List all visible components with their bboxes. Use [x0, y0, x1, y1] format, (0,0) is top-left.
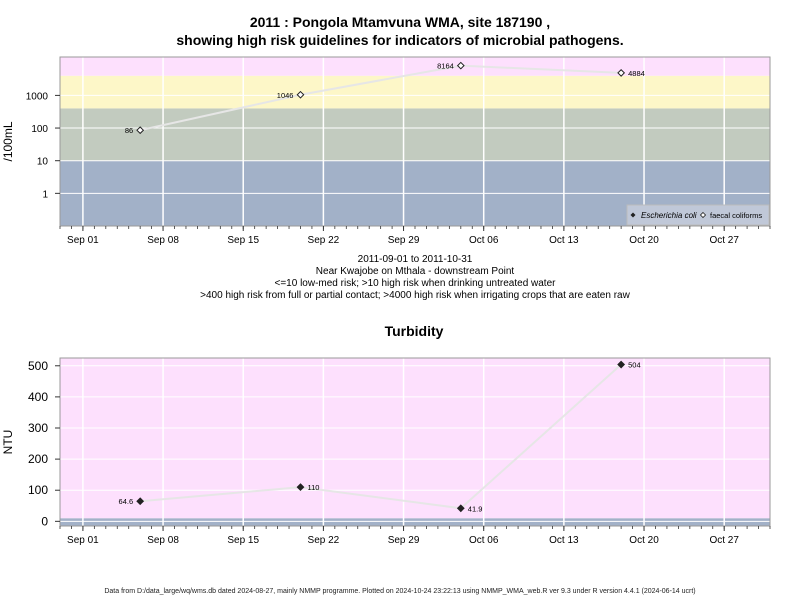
- data-point-4: [617, 69, 626, 77]
- x-tick-label-8: Oct 20: [629, 535, 659, 546]
- y-tick-label-3: 100: [31, 124, 48, 135]
- data-point-4: [617, 360, 626, 369]
- site-location-text: Near Kwajobe on Mthala - downstream Poin…: [315, 266, 515, 277]
- x-tick-label-6: Oct 06: [469, 535, 499, 546]
- y-tick-label-4: 300: [28, 421, 48, 435]
- legend-marker-faecal: [699, 211, 707, 219]
- data-point-2: [296, 483, 305, 492]
- series-line: [139, 64, 622, 132]
- data-label-3: 41.9: [468, 504, 483, 513]
- turbidity-title: Turbidity: [385, 323, 444, 339]
- background-band-1: [60, 518, 770, 526]
- x-tick-label-6: Oct 06: [469, 235, 499, 246]
- x-tick-label-1: Sep 01: [67, 535, 99, 546]
- x-tick-label-5: Sep 29: [388, 235, 420, 246]
- y-tick-label-5: 400: [28, 390, 48, 404]
- x-tick-label-2: Sep 08: [147, 535, 179, 546]
- legend-label-ecoli: Escherichia coli: [641, 211, 697, 220]
- x-tick-label-9: Oct 27: [709, 235, 739, 246]
- x-tick-label-2: Sep 08: [147, 235, 179, 246]
- microbial-chart: Sep 01 Sep 08 Sep 15 Sep 22 Sep 29 Oct 06 Oct …: [1, 56, 771, 246]
- x-tick-label-3: Sep 15: [227, 235, 259, 246]
- footer-note: Data from D:/data_large/wq/wms.db dated …: [104, 588, 696, 595]
- series-line: [140, 363, 622, 510]
- data-point-1: [136, 497, 145, 506]
- x-tick-label-7: Oct 13: [549, 535, 579, 546]
- data-label-2: 110: [307, 483, 319, 492]
- data-label-2: 1046: [277, 91, 294, 100]
- data-label-1: 86: [125, 126, 133, 135]
- data-label-1: 64.6: [119, 497, 134, 506]
- y-tick-label-6: 500: [28, 359, 48, 373]
- risk-note-contact: >400 high risk from full or partial cont…: [200, 290, 630, 301]
- data-label-4: 504: [628, 361, 641, 370]
- data-label-3: 8164: [437, 62, 454, 71]
- legend-box: [626, 204, 770, 226]
- background-band-2: [60, 358, 770, 519]
- data-point-3: [456, 504, 465, 513]
- x-tick-label-4: Sep 22: [308, 535, 340, 546]
- data-label-4: 4884: [628, 69, 645, 78]
- date-range-text: 2011-09-01 to 2011-10-31: [357, 254, 473, 265]
- y-tick-label-4: 1000: [26, 91, 49, 102]
- background-band-2: [60, 108, 770, 161]
- x-tick-label-1: Sep 01: [67, 235, 99, 246]
- y-axis-label: NTU: [1, 430, 15, 455]
- x-tick-label-5: Sep 29: [388, 535, 420, 546]
- x-tick-label-9: Oct 27: [709, 535, 739, 546]
- y-tick-label-3: 200: [28, 452, 48, 466]
- background-band-3: [60, 75, 770, 109]
- x-tick-label-7: Oct 13: [549, 235, 579, 246]
- x-tick-label-3: Sep 15: [227, 535, 259, 546]
- y-axis-label: /100mL: [1, 121, 15, 161]
- y-tick-label-2: 100: [28, 483, 48, 497]
- data-point-1: [136, 126, 145, 135]
- data-point-2: [296, 90, 305, 99]
- x-tick-label-4: Sep 22: [308, 235, 340, 246]
- legend-label-faecal: faecal coliforms: [710, 211, 762, 220]
- y-tick-label-2: 10: [37, 157, 49, 168]
- y-tick-label-1: 0: [41, 514, 48, 528]
- turbidity-chart: Turbidity Sep 01 Sep 08 Sep 15 Sep 22 Sep 29 O…: [1, 323, 771, 546]
- x-tick-label-8: Oct 20: [629, 235, 659, 246]
- y-tick-label-1: 1: [42, 189, 48, 200]
- background-band-4: [60, 57, 770, 76]
- data-point-3: [456, 61, 465, 70]
- chart-title-line1: 2011 : Pongola Mtamvuna WMA, site 187190…: [249, 14, 551, 30]
- chart-title-line2: showing high risk guidelines for indicat…: [176, 32, 624, 48]
- risk-note-drinking: <=10 low-med risk; >10 high risk when dr…: [274, 278, 556, 289]
- legend-marker-ecoli: [630, 212, 636, 218]
